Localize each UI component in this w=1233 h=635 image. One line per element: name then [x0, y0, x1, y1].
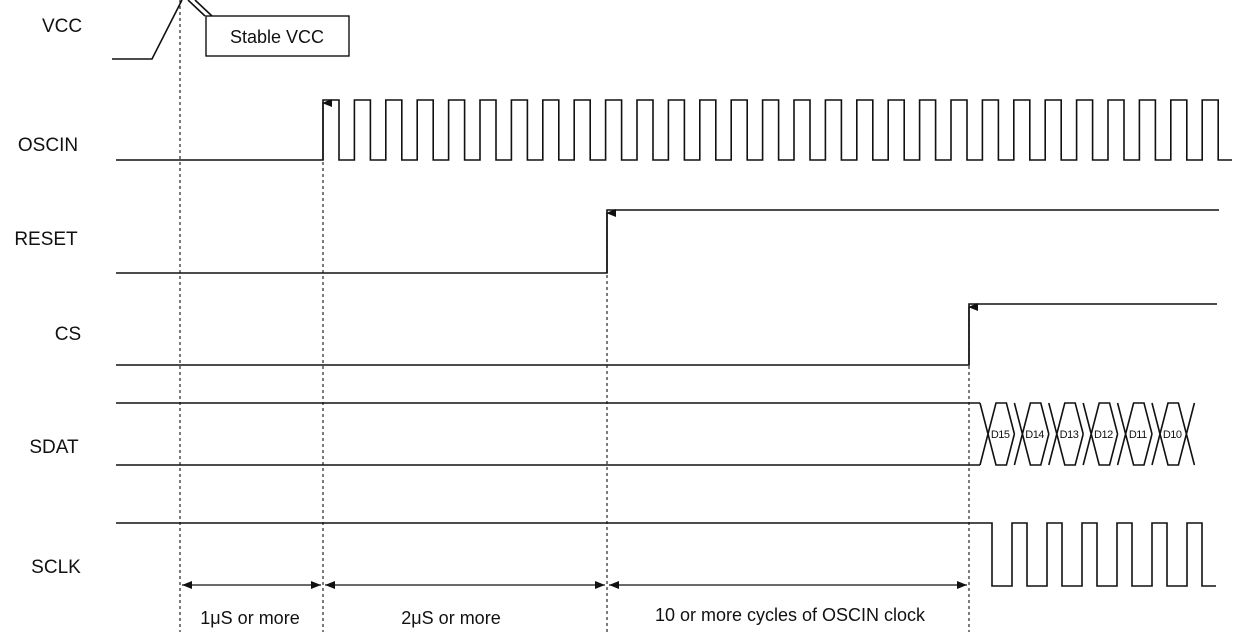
- sdat-bit-label: D14: [1025, 429, 1044, 441]
- signal-label-sdat: SDAT: [29, 437, 79, 458]
- callout-label: Stable VCC: [230, 27, 324, 47]
- sdat-bit-label: D13: [1060, 429, 1079, 441]
- signal-label-sclk: SCLK: [31, 557, 81, 578]
- oscin-waveform: [116, 99, 1232, 161]
- callout-box: [205, 15, 350, 57]
- sdat-bit-label: D15: [991, 429, 1010, 441]
- sdat-bit-cell: [979, 402, 1016, 466]
- stable-vcc-callout: Stable VCC: [187, 0, 350, 57]
- interval-1-label: 1μS or more: [200, 608, 299, 628]
- sdat-bit-cell: [1082, 402, 1119, 466]
- sdat-tail: [1185, 402, 1196, 466]
- reset-waveform: [116, 209, 1219, 274]
- interval-2-label: 2μS or more: [401, 608, 500, 628]
- sdat-bit-cell: [1013, 402, 1050, 466]
- signal-label-oscin: OSCIN: [18, 135, 78, 156]
- sdat-bit-label: D12: [1094, 429, 1113, 441]
- interval-1-dimension: [182, 581, 321, 589]
- sdat-bit-label: D11: [1129, 429, 1147, 441]
- interval-2-dimension: [325, 581, 605, 589]
- signal-label-reset: RESET: [14, 229, 78, 250]
- sdat-bit-cell: [1151, 402, 1188, 466]
- interval-3-label: 10 or more cycles of OSCIN clock: [655, 605, 926, 625]
- signal-label-cs: CS: [55, 324, 81, 345]
- sdat-data-bits: D15 D14 D13 D12 D11 D10: [979, 402, 1196, 466]
- sdat-bit-cell: [1116, 402, 1153, 466]
- cs-waveform: [116, 303, 1217, 366]
- sdat-bit-label: D10: [1163, 429, 1182, 441]
- vcc-waveform: [112, 0, 183, 60]
- signal-label-vcc: VCC: [42, 16, 82, 37]
- interval-3-dimension: [609, 581, 967, 589]
- callout-leader: [187, 0, 213, 17]
- sclk-waveform: [116, 522, 1216, 587]
- sdat-bit-cell: [1048, 402, 1084, 466]
